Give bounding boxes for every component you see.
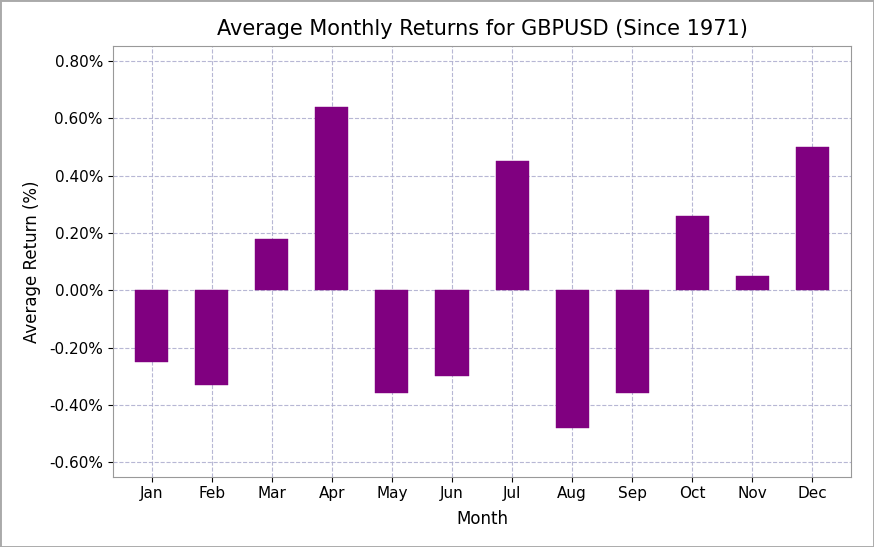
Y-axis label: Average Return (%): Average Return (%) bbox=[23, 181, 40, 343]
Bar bbox=[676, 216, 709, 290]
Bar bbox=[376, 290, 408, 393]
X-axis label: Month: Month bbox=[456, 510, 508, 528]
Bar bbox=[255, 238, 288, 290]
Bar bbox=[796, 147, 829, 290]
Bar bbox=[195, 290, 228, 385]
Bar bbox=[435, 290, 468, 376]
Title: Average Monthly Returns for GBPUSD (Since 1971): Average Monthly Returns for GBPUSD (Sinc… bbox=[217, 19, 747, 39]
Bar bbox=[615, 290, 649, 393]
Bar bbox=[556, 290, 588, 428]
Bar bbox=[496, 161, 529, 290]
Bar bbox=[135, 290, 168, 362]
Bar bbox=[736, 276, 769, 290]
Bar bbox=[316, 107, 349, 290]
